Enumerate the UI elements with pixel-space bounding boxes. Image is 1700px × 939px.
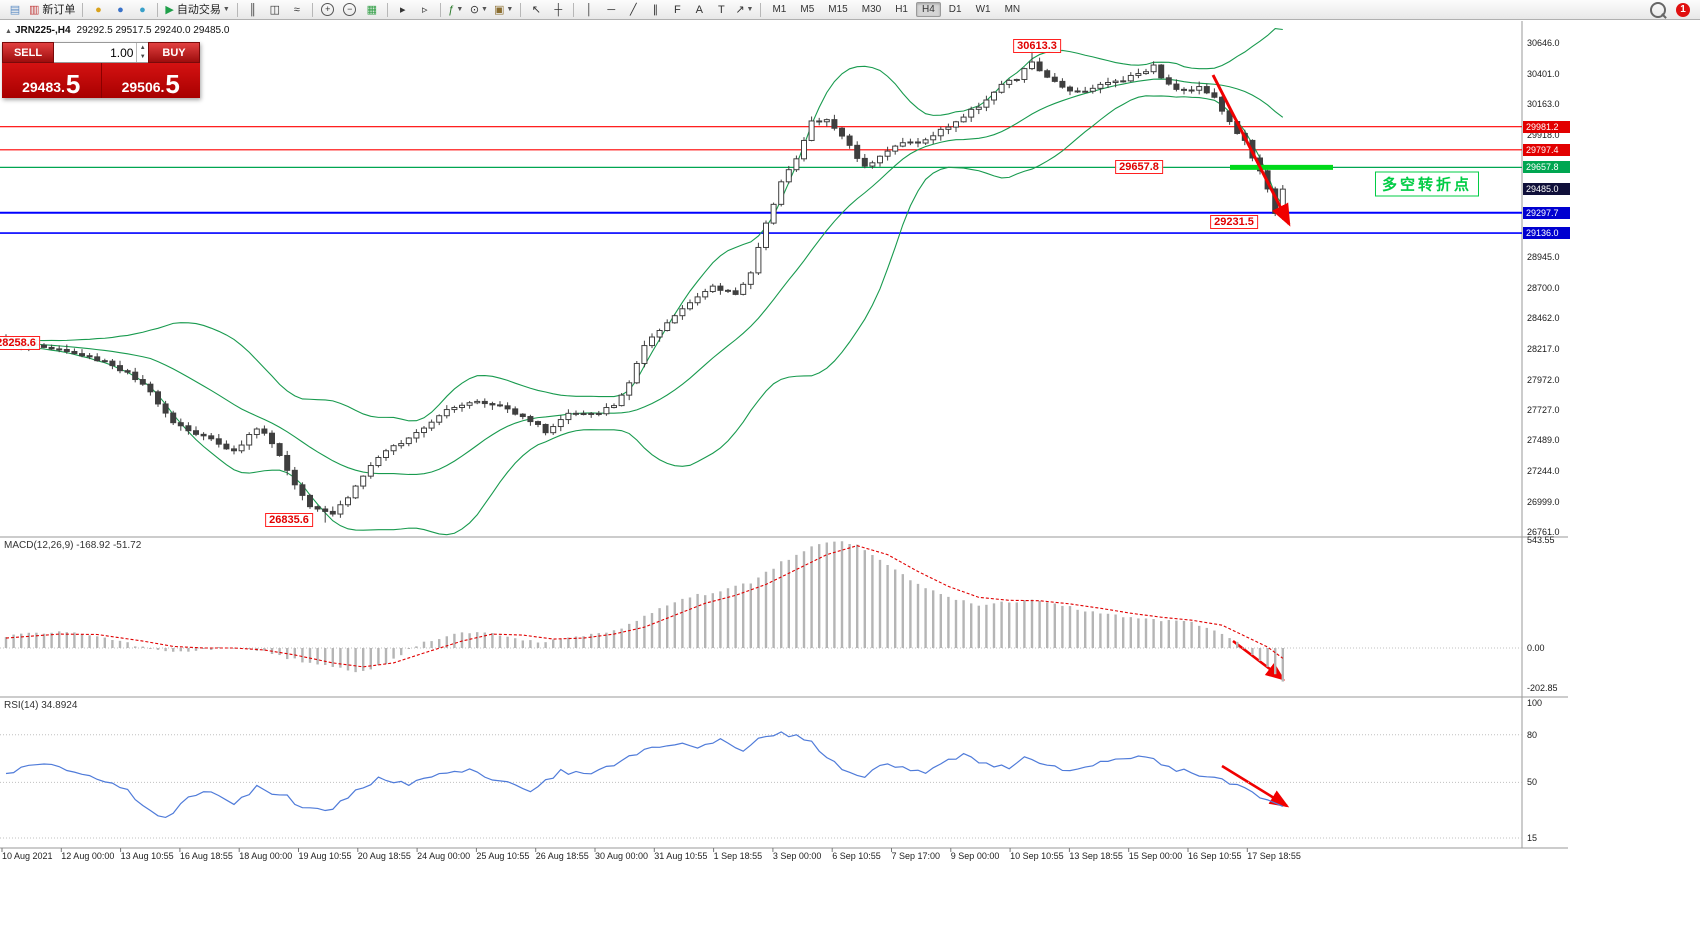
horizontal-line-icon[interactable]: ─ — [607, 3, 616, 16]
main-toolbar: ▤ ▥ 新订单 ● ● ● ▶ 自动交易 ▼ ║ ◫ ≈ + − ▦ ▸ ▹ ƒ ▼ ⊙ ▼ ▣ ▼ ↖ ┼ │ ─ ╱ ∥ F A T ↗ ▼ … — [0, 0, 1700, 20]
buy-price: 29506. — [121, 79, 165, 95]
one-click-trading-panel: SELL ▲▼ BUY 29483.5 29506.5 — [2, 42, 200, 98]
timeframe-mn[interactable]: MN — [1004, 4, 1021, 15]
vertical-line-icon[interactable]: │ — [585, 3, 593, 16]
fibonacci-icon[interactable]: F — [673, 3, 681, 16]
macd-label: MACD(12,26,9) -168.92 -51.72 — [4, 540, 142, 551]
timeframe-h1[interactable]: H1 — [895, 4, 908, 15]
volume-up-icon[interactable]: ▲ — [139, 44, 146, 51]
rsi-label: RSI(14) 34.8924 — [4, 700, 78, 711]
crosshair-icon[interactable]: ┼ — [554, 3, 563, 16]
chevron-down-icon: ▼ — [222, 5, 230, 13]
sell-price-display[interactable]: 29483. 5 — [2, 63, 101, 98]
chart-shift-icon[interactable]: ▹ — [422, 3, 428, 16]
timeframe-m5[interactable]: M5 — [800, 4, 815, 15]
toolbar-separator — [573, 2, 575, 17]
market-watch-icon[interactable]: ● — [95, 3, 102, 16]
auto-scroll-icon[interactable]: ▸ — [400, 3, 406, 16]
cursor-icon[interactable]: ↖ — [531, 3, 541, 16]
arrows-icon[interactable]: ↗ ▼ — [735, 3, 754, 16]
zoom-in-icon[interactable]: + — [318, 2, 338, 18]
timeframe-buttons: M1 M5 M15 M30 H1 H4 D1 W1 MN — [765, 2, 1027, 17]
indicators-icon[interactable]: ƒ ▼ — [448, 3, 464, 16]
tile-windows-icon[interactable]: ▦ — [366, 3, 378, 16]
toolbar-separator — [386, 2, 388, 17]
templates-icon[interactable]: ▣ ▼ — [493, 3, 514, 16]
text-icon[interactable]: A — [695, 3, 703, 16]
chevron-down-icon: ▼ — [456, 5, 464, 13]
chart-ohlc-values: 29292.5 29517.5 29240.0 29485.0 — [76, 25, 230, 36]
chevron-down-icon: ▼ — [746, 5, 754, 13]
trendline-icon[interactable]: ╱ — [630, 3, 637, 16]
buy-button[interactable]: BUY — [148, 42, 200, 63]
equidistant-channel-icon[interactable]: ∥ — [652, 3, 659, 16]
periods-icon[interactable]: ⊙ ▼ — [469, 3, 488, 16]
toolbar-separator — [236, 2, 238, 17]
timeframe-m30[interactable]: M30 — [861, 4, 882, 15]
sell-price-big-digit: 5 — [65, 68, 81, 99]
search-icon[interactable] — [1650, 1, 1666, 18]
new-order-button[interactable]: ▥ 新订单 — [29, 3, 76, 16]
chart-symbol-period: JRN225-,H4 — [14, 25, 71, 36]
timeframe-w1[interactable]: W1 — [975, 4, 991, 15]
volume-input[interactable] — [54, 43, 137, 62]
buy-price-big-digit: 5 — [165, 68, 180, 99]
volume-spinner[interactable]: ▲ ▼ — [136, 43, 148, 62]
toolbar-items: ▤ ▥ 新订单 ● ● ● ▶ 自动交易 ▼ ║ ◫ ≈ + − ▦ ▸ ▹ ƒ ▼ ⊙ ▼ ▣ ▼ ↖ ┼ │ ─ ╱ ∥ F A T ↗ ▼ — [4, 2, 765, 18]
toolbar-separator — [82, 2, 84, 17]
volume-box: ▲▼ — [54, 42, 148, 63]
label-icon[interactable]: T — [717, 3, 725, 16]
timeframe-d1[interactable]: D1 — [948, 4, 962, 15]
toolbar-separator — [520, 2, 522, 17]
timeframe-m15[interactable]: M15 — [828, 4, 848, 15]
sell-price: 29483. — [22, 79, 65, 95]
notification-badge[interactable]: 1 — [1676, 2, 1690, 17]
collapse-marker-icon[interactable]: ▲ — [5, 28, 12, 35]
toolbar-separator — [311, 2, 313, 17]
toolbar-separator — [439, 2, 441, 17]
autotrading-button[interactable]: ▶ 自动交易 ▼ — [165, 3, 230, 16]
zoom-out-icon[interactable]: − — [340, 2, 360, 18]
toolbar-separator — [157, 2, 159, 17]
sell-button[interactable]: SELL — [2, 42, 54, 63]
timeframe-h4[interactable]: H4 — [915, 2, 941, 17]
toolbar-right: 1 — [1650, 1, 1696, 18]
volume-down-icon[interactable]: ▼ — [139, 54, 146, 61]
new-chart-icon[interactable]: ▤ — [9, 3, 21, 16]
candlestick-chart-icon[interactable]: ◫ — [269, 3, 281, 16]
timeframe-m1[interactable]: M1 — [772, 4, 787, 15]
data-window-icon[interactable]: ● — [117, 3, 124, 16]
terminal-icon[interactable]: ● — [139, 3, 146, 16]
buy-price-display[interactable]: 29506. 5 — [100, 63, 201, 99]
line-chart-icon[interactable]: ≈ — [293, 3, 300, 16]
ohlc-bars-icon[interactable]: ║ — [248, 3, 257, 16]
toolbar-separator — [760, 2, 762, 17]
chevron-down-icon: ▼ — [481, 5, 488, 13]
chevron-down-icon: ▼ — [506, 5, 514, 13]
chart-window-header: ▲ JRN225-,H4 29292.5 29517.5 29240.0 29485… — [5, 25, 229, 36]
